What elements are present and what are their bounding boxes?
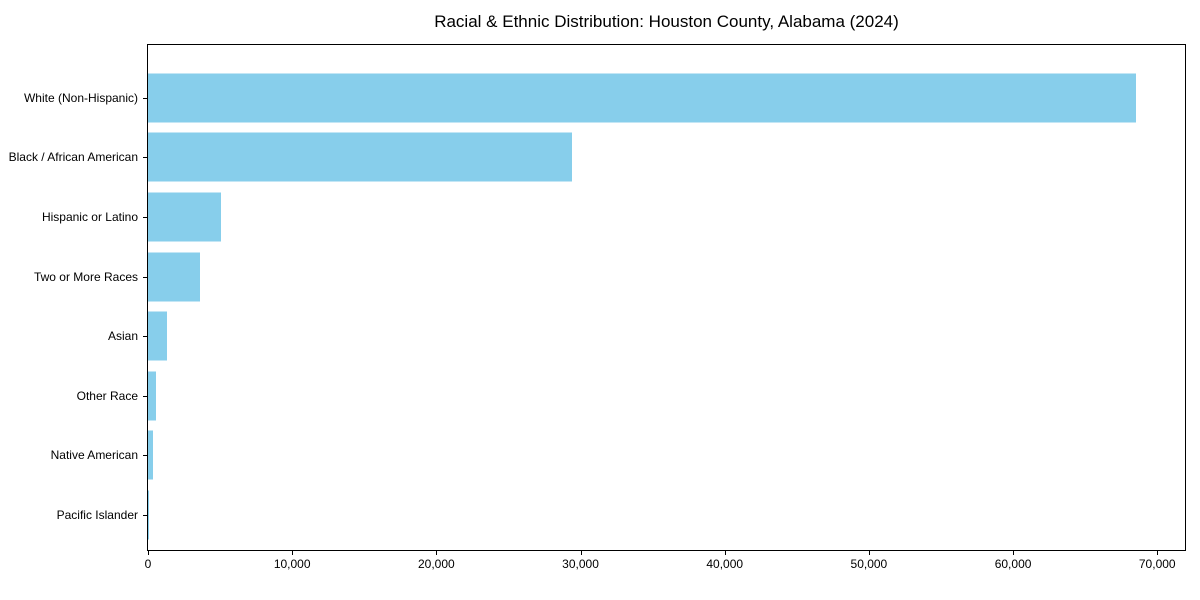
x-tick-mark (1157, 551, 1159, 555)
chart-title: Racial & Ethnic Distribution: Houston Co… (434, 12, 899, 31)
category-label: Asian (107, 329, 138, 344)
x-tick-label: 50,000 (850, 557, 888, 571)
bar-row: Black / African American (9, 128, 1185, 188)
x-tick-label: 0 (144, 557, 152, 571)
category-label: Two or More Races (33, 269, 138, 284)
x-tick-mark (868, 551, 870, 555)
x-tick-label: 20,000 (417, 557, 455, 571)
category-label: Hispanic or Latino (41, 209, 138, 224)
x-tick-mark (436, 551, 438, 555)
y-tick-mark (143, 514, 147, 516)
x-tick-mark (148, 551, 149, 555)
x-tick-mark (724, 551, 726, 555)
x-tick-label: 60,000 (994, 557, 1032, 571)
category-label: Pacific Islander (56, 507, 138, 522)
bar (148, 252, 200, 302)
x-tick-mark (580, 551, 582, 555)
x-tick-mark (1013, 551, 1015, 555)
bar (148, 132, 572, 182)
bar-row: Two or More Races (34, 247, 1185, 307)
y-tick-mark (143, 216, 147, 218)
bar-rows-container: White (Non-Hispanic) Black / African Amer… (9, 45, 1185, 550)
category-label: Other Race (76, 388, 138, 403)
y-tick-mark (143, 455, 147, 457)
bar-row: Asian (108, 306, 1185, 366)
x-tick-label: 40,000 (706, 557, 744, 571)
y-tick-mark (143, 97, 147, 99)
y-tick-mark (143, 276, 147, 278)
y-tick-mark (143, 157, 147, 159)
bar (148, 73, 1136, 123)
x-tick-label: 10,000 (273, 557, 311, 571)
category-label: Black / African American (8, 150, 138, 165)
bar-row: Other Race (77, 366, 1185, 426)
category-label: Native American (50, 448, 138, 463)
bar (148, 371, 156, 421)
category-label: White (Non-Hispanic) (23, 90, 138, 105)
bar (148, 192, 221, 242)
bar-row: Hispanic or Latino (42, 187, 1185, 247)
bar-row: Native American (51, 426, 1185, 486)
y-tick-mark (143, 395, 147, 397)
x-tick-label: 30,000 (562, 557, 599, 571)
y-tick-mark (143, 336, 147, 338)
x-tick-mark (292, 551, 294, 555)
bar (148, 430, 154, 480)
bar-row: Pacific Islander (57, 485, 1185, 545)
plot-area: White (Non-Hispanic) Black / African Amer… (9, 44, 1186, 571)
bar (148, 311, 167, 361)
bar-row: White (Non-Hispanic) (24, 68, 1185, 128)
x-tick-label: 70,000 (1138, 557, 1176, 571)
